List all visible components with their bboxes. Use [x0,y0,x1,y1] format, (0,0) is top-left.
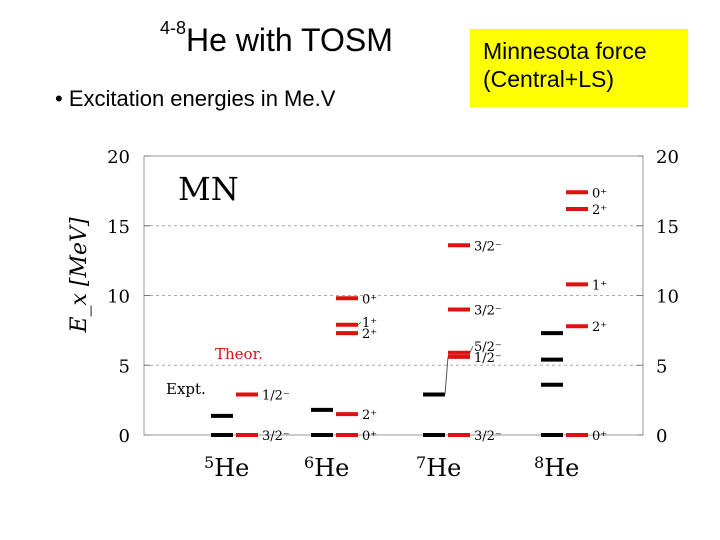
title-superscript: 4-8 [160,18,187,38]
y-tick-label-left: 5 [119,356,130,377]
spin-parity-label: 2⁺ [362,408,377,423]
y-tick-label-right: 0 [656,426,667,447]
y-axis-label: E_x [MeV] [67,217,92,333]
panel-label: MN [178,170,239,208]
nucleus-he6: 0⁺2⁺2⁺1⁺0⁺ [311,292,377,444]
spin-parity-label: 1⁺ [362,316,377,331]
expt-theory-connector [444,356,449,395]
bullet-text: • Excitation energies in Me.V [55,86,336,111]
spin-parity-label: 5/2⁻ [474,340,502,355]
y-tick-label-right: 5 [656,356,667,377]
nucleus-label: 8He [534,453,579,482]
spin-parity-label: 0⁺ [592,429,607,444]
spin-parity-label: 0⁺ [592,186,607,201]
spin-parity-label: 3/2⁻ [262,429,290,444]
levels-layer: 3/2⁻1/2⁻0⁺2⁺2⁺1⁺0⁺3/2⁻1/2⁻5/2⁻3/2⁻3/2⁻0⁺… [211,186,607,444]
slide-title: 4-8He with TOSM [160,18,393,59]
y-tick-label-left: 15 [107,217,130,238]
spin-parity-label: 1⁺ [592,278,607,293]
spin-parity-label: 2⁺ [592,203,607,218]
y-tick-label-right: 20 [656,147,679,168]
spin-parity-label: 0⁺ [362,429,377,444]
y-tick-label-right: 10 [656,287,679,308]
spin-parity-label: 2⁺ [362,327,377,342]
spin-parity-label: 0⁺ [362,292,377,307]
y-tick-label-left: 10 [107,287,130,308]
spin-parity-label: 1/2⁻ [262,389,290,404]
y-tick-label-right: 15 [656,217,679,238]
nucleus-he7: 3/2⁻ 1/2⁻5/2⁻ 3/2⁻ 3/2⁻ [423,239,502,444]
force-callout: Minnesota force (Central+LS) [470,29,688,107]
y-tick-label-left: 0 [119,426,130,447]
spin-parity-label: 1/2⁻ [474,351,502,366]
nucleus-he5: 3/2⁻ 1/2⁻ [211,389,290,444]
label-connector [469,345,474,353]
nucleus-he8: 0⁺ 2⁺ 1⁺ 2⁺ 0⁺ [541,186,607,444]
callout-line-2: (Central+LS) [483,66,615,92]
label-connector [357,321,362,326]
spin-parity-label: 3/2⁻ [474,239,502,254]
expt-label: Expt. [166,380,206,398]
theor-label: Theor. [215,345,263,363]
spin-parity-label: 3/2⁻ [474,429,502,444]
nucleus-label: 5He [204,453,249,482]
nucleus-label: 6He [304,453,349,482]
callout-line-1: Minnesota force [483,38,647,64]
title-main: He with TOSM [186,22,393,58]
nucleus-label: 7He [416,453,461,482]
y-ticks: 0 0 5 5 10 10 15 15 20 20 [107,147,679,447]
spin-parity-label: 2⁺ [592,320,607,335]
y-tick-label-left: 20 [107,147,130,168]
spin-parity-label: 3/2⁻ [474,303,502,318]
nucleus-labels: 5He 6He 7He 8He [204,453,579,482]
grid-lines [144,225,643,366]
